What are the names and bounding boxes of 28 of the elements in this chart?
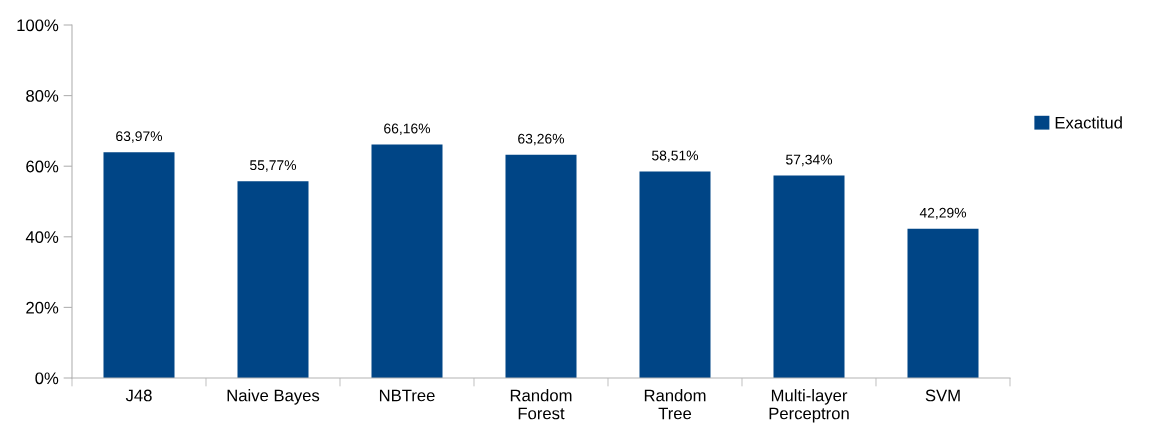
x-tick-label: J48 bbox=[125, 389, 152, 402]
data-label: 66,16% bbox=[384, 123, 431, 136]
data-label: 63,26% bbox=[518, 133, 565, 146]
bar bbox=[237, 181, 309, 378]
data-label: 55,77% bbox=[250, 160, 297, 172]
data-label: 57,34% bbox=[786, 154, 833, 167]
bar bbox=[907, 228, 979, 378]
x-tick-label: Random Tree bbox=[644, 389, 706, 420]
x-tick-label: Random Forest bbox=[510, 389, 572, 420]
bar bbox=[371, 144, 443, 378]
data-label: 63,97% bbox=[116, 131, 163, 143]
x-tick-label: Naive Bayes bbox=[227, 389, 320, 405]
y-tick-label: 80% bbox=[26, 90, 59, 102]
legend-label: Exactitud bbox=[1055, 116, 1122, 129]
x-tick-label: NBTree bbox=[379, 389, 435, 402]
y-tick-label: 100% bbox=[17, 19, 59, 32]
x-tick-label: Multi-layer Perceptron bbox=[769, 389, 849, 423]
y-tick-label: 60% bbox=[26, 160, 59, 173]
bar bbox=[639, 171, 711, 378]
bar bbox=[505, 154, 577, 378]
y-tick-label: 0% bbox=[35, 372, 59, 385]
y-tick-label: 20% bbox=[26, 301, 59, 314]
bar bbox=[103, 152, 175, 378]
data-label: 58,51% bbox=[652, 150, 699, 163]
x-tick-label: SVM bbox=[925, 389, 960, 402]
bar bbox=[773, 175, 845, 378]
data-label: 42,29% bbox=[919, 207, 967, 220]
y-tick-label: 40% bbox=[25, 231, 59, 243]
